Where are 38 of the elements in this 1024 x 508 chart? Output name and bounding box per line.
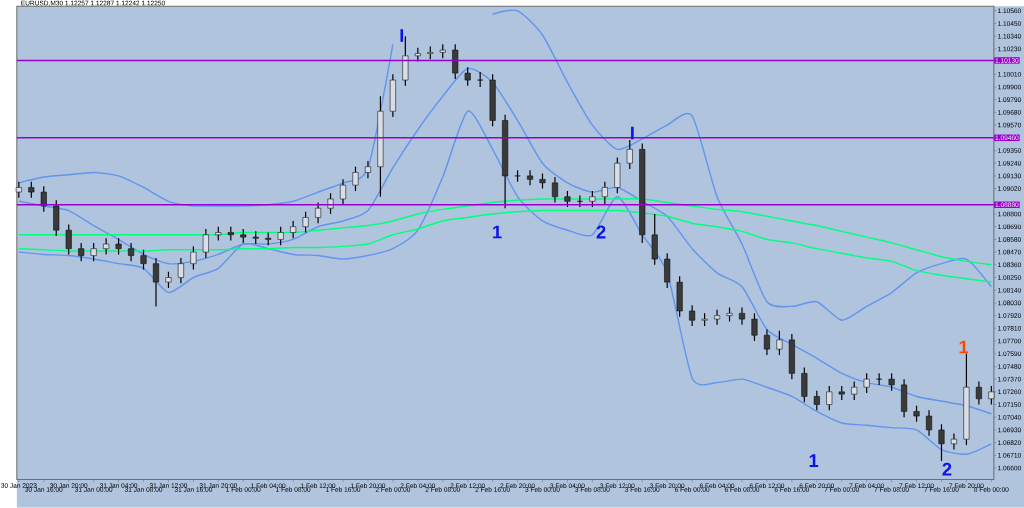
candlestick [926, 409, 933, 437]
candlestick [963, 353, 970, 446]
candlestick [340, 178, 347, 206]
candlestick [950, 432, 957, 451]
candlestick [714, 309, 721, 326]
annotation: 2 [942, 462, 952, 476]
annotation: 1 [809, 454, 819, 468]
candlestick [315, 201, 322, 224]
candlestick [901, 378, 908, 418]
candlestick [975, 380, 982, 406]
line-series [18, 209, 993, 283]
candlestick [389, 73, 396, 118]
annotation: 1 [493, 225, 502, 239]
candlestick [103, 237, 110, 256]
candlestick [527, 169, 534, 186]
candlestick [788, 333, 795, 380]
candlestick [202, 228, 209, 259]
candlestick [502, 114, 509, 209]
candlestick [651, 213, 658, 266]
candlestick [689, 304, 696, 327]
candlestick [128, 242, 135, 263]
candlestick [738, 307, 745, 326]
annotation: 1 [959, 340, 969, 354]
candlestick [551, 176, 558, 204]
candlestick [763, 329, 770, 356]
annotation: I [400, 29, 404, 42]
candlestick [152, 257, 159, 308]
candlestick [938, 423, 945, 462]
annotation: 2 [596, 225, 606, 239]
candlestick [364, 160, 371, 179]
candlestick [576, 195, 583, 208]
line-series [18, 198, 993, 266]
annotation: I [631, 126, 634, 140]
candlestick [876, 372, 883, 386]
candlestick [377, 95, 384, 198]
candlestick [290, 220, 297, 239]
candlestick [177, 257, 184, 284]
candlestick [402, 35, 409, 87]
